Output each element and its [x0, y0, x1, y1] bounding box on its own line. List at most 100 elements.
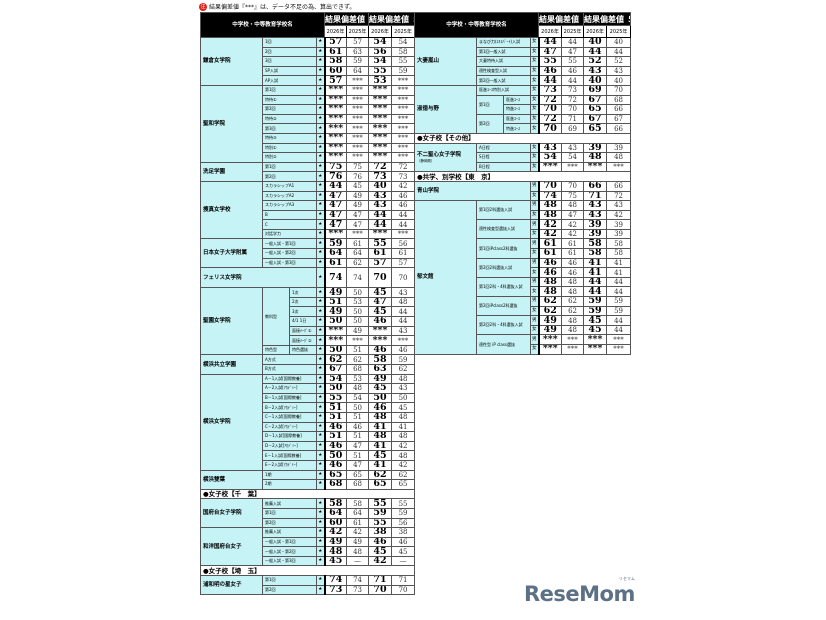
deviation-80-value: *** — [346, 123, 370, 134]
deviation-80-value: 61 — [561, 238, 585, 250]
deviation-80-value: 42 — [561, 228, 585, 240]
table-row: 横浜共立学園 A方式 ★ 62 62 58 59 — [200, 354, 416, 375]
deviation-50-value: 48 — [391, 296, 416, 308]
gender-mark: ★ — [315, 152, 326, 163]
gender-mark: 女 — [529, 46, 540, 58]
exam-type: 適性検査型選抜入試 — [476, 219, 531, 240]
deviation-80-value: *** — [324, 335, 348, 346]
deviation-80-value: 49 — [346, 200, 370, 211]
deviation-50-value: — — [391, 555, 416, 567]
exam-type: 一般入試・第1回 — [262, 536, 317, 548]
deviation-80-value: 48 — [561, 315, 585, 326]
school-name: 和洋国府台女子 — [200, 527, 263, 567]
deviation-80-value: — — [346, 555, 370, 567]
deviation-80-value: 50 — [324, 344, 348, 356]
deviation-50-value: 44 — [583, 276, 608, 288]
deviation-80-value: 73 — [561, 84, 585, 96]
gender-mark: ★ — [315, 325, 326, 337]
deviation-50-value: 42 — [368, 555, 393, 567]
school-name-text: 淑徳与野 — [417, 106, 440, 113]
deviation-80-value: *** — [346, 152, 370, 163]
table-row: 第2回iPclass2科選抜男 62 62 59 59 — [415, 296, 632, 317]
gender-mark: ★ — [315, 94, 326, 106]
gender-mark: 女 — [529, 152, 540, 163]
deviation-80-value: 47 — [324, 219, 348, 230]
deviation-80-value: 63 — [346, 46, 370, 58]
school-name-text: 鎌倉女学院 — [203, 58, 231, 65]
exam-type: 推薦入試 — [262, 498, 317, 509]
school-name-text: 捜真女学校 — [203, 207, 231, 214]
deviation-80-value: 64 — [324, 248, 348, 259]
deviation-50-value: 46 — [391, 200, 416, 211]
deviation-50-value: 42 — [391, 440, 416, 452]
deviation-50-value: 44 — [391, 316, 416, 327]
gender-mark: ★ — [315, 316, 326, 327]
table-row: 洗足学園 第1回 ★ 75 75 72 72 — [200, 161, 416, 182]
table-row: B－1入試[国際教養] ★ 55 54 50 50 — [201, 392, 416, 404]
table-row: 国府台女子学院 推薦入試 ★ 58 58 55 55 — [200, 498, 416, 529]
exam-type: C－2入試[ｱｶﾃﾞﾐｰ] — [262, 421, 317, 433]
deviation-50-value: 45 — [368, 306, 393, 318]
deviation-80-value: 49 — [324, 306, 348, 318]
gender-mark: ★ — [315, 440, 326, 452]
deviation-50-value: 42 — [391, 180, 416, 192]
resemom-logo: ReseMom リセマム — [524, 576, 635, 606]
deviation-80-value: 47 — [561, 46, 585, 58]
gender-mark: 男 — [529, 315, 540, 326]
gender-mark: ★ — [315, 392, 326, 404]
deviation-50-value: 61 — [391, 248, 416, 259]
gender-mark: 女 — [529, 228, 540, 240]
deviation-80-value: *** — [538, 334, 563, 345]
deviation-50-value: 62 — [391, 469, 416, 481]
deviation-50-value: 62 — [391, 364, 416, 375]
deviation-80-value: 54 — [538, 152, 563, 163]
table-row: 不二聖心女子学院 （静岡県） A日程女 43 43 39 39 — [414, 142, 632, 173]
deviation-50-value: 55 — [368, 65, 393, 77]
gender-mark: 女 — [529, 37, 540, 48]
deviation-50-value: 45 — [368, 383, 393, 394]
gender-mark: ★ — [315, 421, 326, 433]
school-name: 浦和明の星女子 — [200, 575, 263, 596]
deviation-50-value: *** — [391, 113, 416, 125]
deviation-80-value: *** — [324, 84, 348, 96]
deviation-80-value: 46 — [324, 459, 348, 471]
gender-mark: ★ — [315, 248, 326, 259]
deviation-80-value: 46 — [324, 421, 348, 433]
exam-type: 第1回 — [262, 84, 317, 96]
deviation-50-value: *** — [368, 325, 393, 337]
footnote: 注 結果偏差値『***』は、データ不足の為、算出できず。 — [199, 2, 355, 11]
exam-type: 第2回一般入試 — [476, 75, 531, 86]
deviation-80-value: 51 — [346, 344, 370, 356]
school-name: 聖園女学院 — [200, 287, 263, 356]
deviation-80-value: 65 — [324, 469, 348, 481]
deviation-50-value: 61 — [368, 248, 393, 259]
deviation-80-value: 57 — [346, 37, 370, 48]
deviation-80-value: 48 — [538, 286, 563, 298]
exam-type: 第2回2科選抜入試 — [476, 257, 531, 278]
section-row: ●女子校【千 葉】 — [199, 488, 416, 500]
deviation-50-value: 56 — [391, 238, 416, 250]
gender-mark: ★ — [315, 228, 326, 240]
deviation-80-value: 50 — [324, 383, 348, 394]
exam-type: 4/1 1日 — [289, 316, 317, 327]
deviation-80-value: 74 — [346, 267, 370, 289]
deviation-80-value: *** — [346, 113, 370, 125]
deviation-50-value: 39 — [606, 219, 632, 230]
deviation-50-value: 71 — [368, 575, 393, 586]
deviation-50-value: *** — [368, 84, 393, 96]
deviation-80-value: 42 — [538, 228, 563, 240]
deviation-50-value: 54 — [368, 56, 393, 67]
deviation-80-value: 50 — [324, 316, 348, 327]
deviation-80-value: 73 — [538, 84, 563, 96]
gender-mark: ★ — [315, 402, 326, 413]
school-name-text: 横浜共立学園 — [203, 361, 237, 368]
deviation-50-value: 46 — [368, 316, 393, 327]
exam-type: 適性検査型入試 — [476, 65, 531, 77]
deviation-50-value: 43 — [606, 200, 632, 211]
deviation-50-value: 46 — [391, 344, 416, 356]
deviation-50-value: 69 — [583, 84, 608, 96]
deviation-80-value: 62 — [561, 305, 585, 317]
deviation-80-value: 48 — [538, 276, 563, 288]
table-row: 淑徳与野 医進ｺｰｽ特別入試女 73 73 69 70 — [414, 84, 632, 134]
gender-mark: 女 — [529, 305, 540, 317]
